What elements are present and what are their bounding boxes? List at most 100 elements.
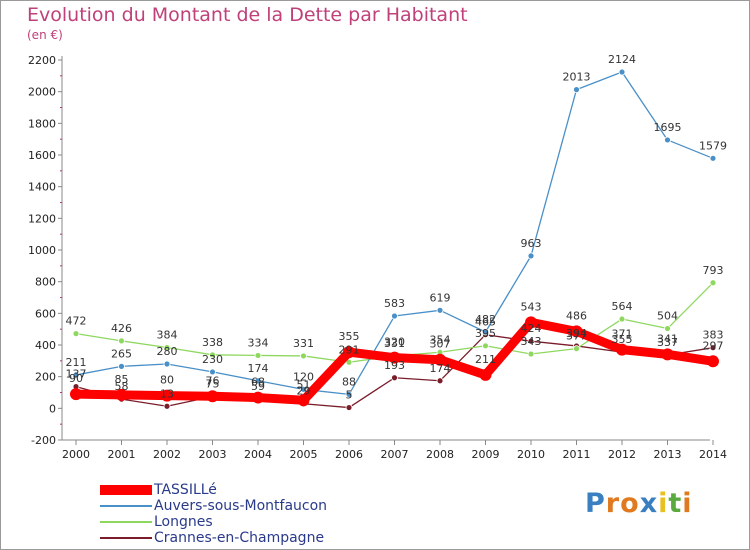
series-point-0 [661, 348, 674, 361]
data-label-1: 619 [430, 291, 451, 304]
y-tick-label: 2000 [28, 86, 56, 99]
logo-letter: i [682, 488, 693, 519]
data-label-1: 2013 [563, 71, 591, 84]
data-label-0: 307 [430, 338, 451, 351]
data-label-2: 384 [157, 329, 178, 342]
data-label-1: 211 [66, 356, 87, 369]
data-label-3: 383 [703, 329, 724, 342]
y-tick-label: 1000 [28, 244, 56, 257]
data-label-1: 174 [248, 362, 269, 375]
y-tick-label: 0 [49, 402, 56, 415]
series-point-3 [163, 402, 171, 410]
series-point-1 [209, 368, 216, 376]
chart-title: Evolution du Montant de la Dette par Hab… [27, 4, 468, 26]
series-point-3 [709, 344, 717, 352]
data-label-3: 5 [346, 389, 353, 402]
legend-label-tassille: TASSILLé [154, 482, 217, 498]
proxiti-logo: Proxiti [585, 488, 693, 519]
series-point-2 [709, 279, 717, 287]
legend-item-auvers: Auvers-sous-Montfaucon [100, 498, 380, 514]
series-point-0 [70, 388, 82, 401]
x-tick-label: 2006 [335, 448, 363, 461]
data-label-1: 482 [475, 313, 496, 326]
chart-subtitle: (en €) [27, 28, 63, 42]
series-point-1 [72, 371, 80, 379]
data-label-2: 331 [293, 337, 314, 350]
legend-label-crannes: Crannes-en-Champagne [154, 530, 325, 546]
series-point-0 [297, 394, 310, 407]
data-label-2: 793 [703, 264, 724, 277]
data-label-1: 230 [202, 353, 223, 366]
legend-item-tassille: TASSILLé [100, 482, 380, 498]
data-label-0: 90 [69, 372, 83, 385]
data-label-0: 76 [206, 374, 220, 387]
series-point-2 [618, 315, 626, 323]
y-tick-label: 1800 [28, 117, 56, 130]
y-tick-label: 1200 [28, 212, 56, 225]
series-point-0 [161, 389, 173, 402]
x-tick-label: 2007 [381, 448, 409, 461]
data-label-0: 85 [115, 373, 129, 386]
series-point-0 [570, 325, 583, 338]
data-label-0: 68 [251, 376, 265, 389]
legend-label-longnes: Longnes [154, 514, 213, 530]
series-point-1 [163, 360, 171, 368]
y-tick-label: 200 [35, 371, 56, 384]
series-point-1 [709, 154, 717, 162]
series-point-0 [343, 346, 355, 359]
y-tick-label: 1600 [28, 149, 56, 162]
x-tick-label: 2003 [199, 448, 227, 461]
series-point-1 [664, 136, 671, 144]
series-point-0 [707, 355, 719, 368]
data-label-3: 75 [206, 377, 220, 390]
logo-letter: x [639, 488, 659, 519]
series-point-2 [163, 344, 171, 351]
data-label-2: 377 [566, 330, 587, 343]
series-point-2 [573, 345, 580, 353]
series-point-1 [118, 362, 125, 370]
data-label-1: 2124 [608, 53, 636, 66]
logo-letter: i [658, 488, 669, 519]
data-label-2: 426 [111, 322, 132, 335]
y-tick-label: 2200 [28, 54, 56, 67]
x-tick-label: 2001 [108, 448, 136, 461]
x-tick-label: 2013 [654, 448, 682, 461]
legend-label-auvers: Auvers-sous-Montfaucon [154, 498, 328, 514]
data-label-1: 280 [157, 345, 178, 358]
data-label-0: 320 [384, 336, 405, 349]
series-point-2 [527, 350, 535, 358]
legend: TASSILLé Auvers-sous-Montfaucon Longnes … [100, 482, 380, 546]
data-label-0: 371 [612, 328, 633, 341]
series-point-1 [482, 328, 489, 336]
data-label-3: 193 [384, 359, 405, 372]
x-tick-label: 2010 [517, 448, 545, 461]
series-point-0 [206, 390, 219, 403]
x-tick-label: 2008 [426, 448, 454, 461]
x-tick-label: 2005 [290, 448, 318, 461]
data-label-1: 120 [293, 370, 314, 383]
series-point-0 [479, 368, 492, 381]
series-point-1 [618, 68, 626, 76]
series-point-0 [388, 351, 401, 364]
series-point-2 [254, 352, 262, 359]
series-point-0 [434, 353, 446, 366]
data-label-0: 543 [521, 300, 542, 313]
data-label-3: 394 [566, 327, 587, 340]
series-point-3 [527, 337, 535, 345]
logo-letter: r [605, 488, 621, 519]
data-label-2: 343 [521, 335, 542, 348]
data-label-1: 1579 [699, 139, 727, 152]
data-label-2: 291 [339, 343, 360, 356]
data-label-0: 341 [657, 332, 678, 345]
data-label-3: 137 [66, 368, 87, 381]
legend-swatch-auvers [100, 505, 152, 507]
y-tick-label: 600 [35, 307, 56, 320]
series-point-2 [482, 342, 489, 350]
y-tick-label: -200 [31, 434, 56, 447]
series-point-0 [115, 388, 128, 401]
y-tick-label: 1400 [28, 181, 56, 194]
data-label-2: 395 [475, 327, 496, 340]
data-label-3: 465 [475, 316, 496, 329]
data-label-2: 338 [202, 336, 223, 349]
